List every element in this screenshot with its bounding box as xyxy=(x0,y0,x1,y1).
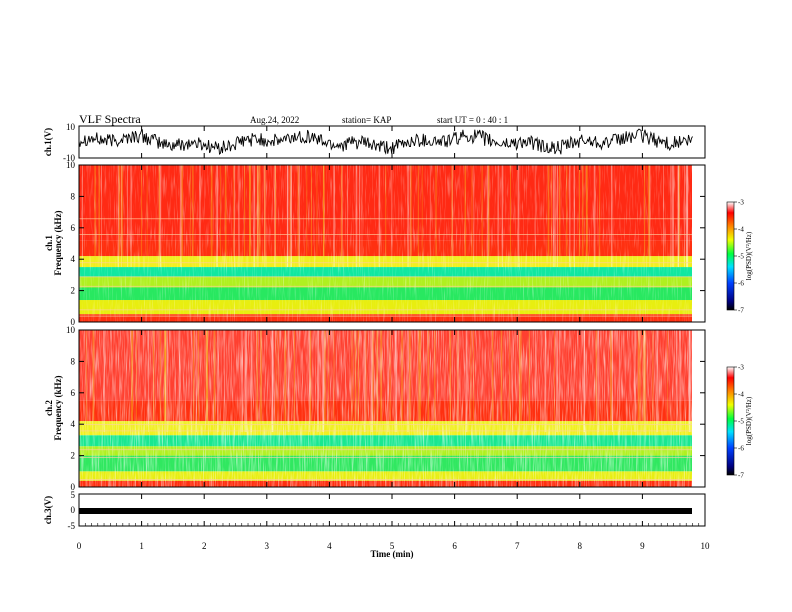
ch2-colorbar xyxy=(726,366,735,476)
spectrogram-tone-line-4 xyxy=(79,262,692,264)
freq-tick-label-2: 4 xyxy=(71,419,76,429)
station-label: station= KAP xyxy=(342,115,391,125)
ch1-spectrogram-texture xyxy=(79,165,692,322)
spectrogram-tone-line-4 xyxy=(79,424,692,425)
colorbar-tick-label-1: -4 xyxy=(738,226,744,234)
x-axis-label: Time (min) xyxy=(370,549,413,559)
ch3-ytick-bottom: -5 xyxy=(68,521,76,531)
spectrogram-tone-line-3 xyxy=(79,276,692,278)
colorbar-tick-label-4: -7 xyxy=(738,307,744,315)
x-tick-label-4: 4 xyxy=(327,541,332,551)
spectrogram-tone-line-0 xyxy=(79,315,692,317)
date-label: Aug.24, 2022 xyxy=(250,115,299,125)
ch1-waveform-ylabel: ch.1(V) xyxy=(43,128,53,156)
spectrogram-tone-line-1 xyxy=(79,457,692,458)
spectrogram-tone-line-2 xyxy=(79,449,692,451)
x-tick-label-9: 9 xyxy=(640,541,645,551)
ch1-colorbar-label: log(PSD)(V²/Hz) xyxy=(745,231,753,280)
ch1-waveform-trace xyxy=(78,128,693,156)
freq-tick-label-4: 8 xyxy=(71,356,76,366)
x-tick-label-7: 7 xyxy=(515,541,520,551)
start-time-label: start UT = 0 : 40 : 1 xyxy=(437,115,508,125)
ch1-colorbar xyxy=(726,201,735,311)
spectrogram-tone-line-0 xyxy=(79,479,692,480)
ch2-frequency-label: Frequency (kHz) xyxy=(53,375,63,440)
spectrogram-tone-line-1 xyxy=(79,309,692,311)
colorbar-tick-label-0: -3 xyxy=(738,364,744,372)
spectrogram-tone-line-6 xyxy=(79,218,692,220)
figure-title: VLF Spectra xyxy=(79,112,141,126)
ch1-ytick-bottom: -10 xyxy=(63,153,75,163)
freq-tick-label-2: 4 xyxy=(71,254,76,264)
freq-tick-label-5: 10 xyxy=(66,325,76,335)
colorbar-tick-label-1: -4 xyxy=(738,391,744,399)
freq-tick-label-1: 2 xyxy=(71,286,76,296)
freq-tick-label-4: 8 xyxy=(71,191,76,201)
ch1-label: ch.1 xyxy=(44,235,54,251)
ch2-spectrogram-texture xyxy=(79,330,692,487)
x-tick-label-2: 2 xyxy=(202,541,207,551)
freq-tick-label-5: 10 xyxy=(66,160,76,170)
x-tick-label-6: 6 xyxy=(452,541,457,551)
ch3-waveform-ylabel: ch.3(V) xyxy=(43,496,53,524)
spectrogram-tone-line-5 xyxy=(79,234,692,235)
ch2-colorbar-label: log(PSD)(V²/Hz) xyxy=(745,396,753,445)
x-tick-label-5: 5 xyxy=(390,541,395,551)
freq-tick-label-0: 0 xyxy=(71,317,76,327)
ch3-waveform-panel: 5 0 -5 ch.3(V) xyxy=(43,490,706,531)
spectrogram-tone-line-3 xyxy=(79,430,692,432)
x-tick-label-10: 10 xyxy=(701,541,711,551)
freq-tick-label-1: 2 xyxy=(71,451,76,461)
freq-tick-label-3: 6 xyxy=(71,223,76,233)
ch3-ytick-mid: 0 xyxy=(71,505,76,515)
x-axis: 0 1 2 3 4 5 6 7 8 9 10 xyxy=(77,126,710,551)
colorbar-tick-label-2: -5 xyxy=(738,418,744,426)
colorbar-tick-label-4: -7 xyxy=(738,472,744,480)
ch1-ytick-top: 10 xyxy=(66,122,76,132)
spectrogram-tone-line-2 xyxy=(79,285,692,287)
ch3-waveform-trace xyxy=(79,508,692,514)
freq-tick-label-0: 0 xyxy=(71,482,76,492)
freq-tick-label-3: 6 xyxy=(71,388,76,398)
ch2-label: ch.2 xyxy=(44,400,54,416)
ch3-ytick-top: 5 xyxy=(71,490,76,500)
colorbar-tick-label-3: -6 xyxy=(738,445,744,453)
colorbar-tick-label-3: -6 xyxy=(738,280,744,288)
x-tick-label-8: 8 xyxy=(578,541,583,551)
ch1-frequency-label: Frequency (kHz) xyxy=(53,210,63,275)
colorbar-tick-label-2: -5 xyxy=(738,253,744,261)
x-tick-label-3: 3 xyxy=(265,541,270,551)
x-tick-label-1: 1 xyxy=(139,541,144,551)
colorbar-tick-label-0: -3 xyxy=(738,199,744,207)
x-tick-label-0: 0 xyxy=(77,541,82,551)
ch1-waveform-panel: 10 -10 ch.1(V) xyxy=(43,122,706,163)
